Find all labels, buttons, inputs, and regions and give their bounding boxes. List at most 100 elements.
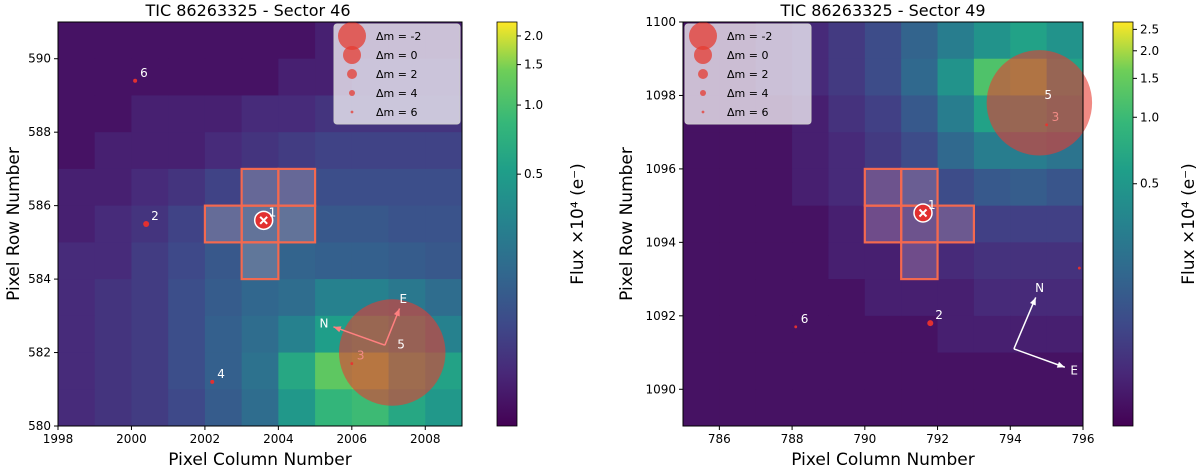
target-cross — [259, 216, 268, 225]
aperture-mask — [863, 167, 976, 281]
compass-label: E — [399, 292, 407, 306]
heatmap-cell — [388, 242, 426, 280]
heatmap-cell — [1010, 315, 1048, 354]
legend-entry-label: Δm = 6 — [376, 106, 417, 119]
heatmap-cell — [425, 279, 463, 317]
heatmap-cell — [1010, 168, 1048, 207]
legend-marker — [701, 110, 705, 114]
heatmap-cell — [755, 242, 793, 280]
heatmap-cell — [937, 132, 975, 170]
heatmap-cell — [58, 168, 96, 207]
legend-entry-label: Δm = 0 — [376, 49, 417, 62]
heatmap-cell — [131, 22, 169, 60]
heatmap-cell — [792, 132, 829, 170]
heatmap-cell — [937, 242, 975, 280]
x-axis-label: Pixel Column Number — [168, 450, 352, 470]
heatmap-cell — [755, 132, 793, 170]
colorbar-label: Flux ×10⁴ (e⁻) — [568, 163, 588, 285]
heatmap-cell — [204, 389, 243, 427]
heatmap-cell — [864, 58, 902, 96]
legend-marker — [698, 69, 708, 79]
colorbar-tick-label: 0.5 — [524, 167, 543, 181]
compass-arrowhead — [333, 326, 342, 333]
heatmap-cell — [901, 22, 939, 60]
heatmap-cell — [131, 389, 169, 427]
heatmap-cell — [94, 168, 132, 207]
heatmap-cell — [315, 389, 353, 427]
heatmap-cell — [864, 132, 902, 170]
heatmap-cell — [241, 95, 279, 133]
heatmap-cell — [901, 352, 939, 390]
heatmap-cell — [755, 279, 793, 317]
heatmap-cell — [241, 168, 279, 207]
y-tick-label: 1098 — [645, 88, 676, 102]
heatmap-cell — [973, 279, 1011, 317]
colorbar-ticks: 0.5 1.0 1.5 2.0 — [517, 29, 543, 181]
compass-arrow — [1013, 297, 1037, 350]
x-tick-label: 2008 — [410, 432, 441, 446]
heatmap-cell — [864, 352, 902, 390]
heatmap-cell — [278, 242, 316, 280]
heatmap-cell — [94, 58, 132, 96]
heatmap-cell — [278, 95, 316, 133]
legend-marker — [694, 46, 712, 64]
heatmap-cell — [131, 242, 169, 280]
y-tick-label: 580 — [28, 419, 51, 433]
aperture-pixel — [863, 204, 903, 244]
heatmap-cell — [828, 279, 866, 317]
heatmap-cell — [131, 168, 169, 207]
heatmap-cell — [719, 205, 757, 243]
legend-entry-label: Δm = 2 — [727, 68, 768, 81]
heatmap-cell — [351, 242, 390, 280]
heatmap-cell — [58, 58, 96, 96]
heatmap-cell — [58, 389, 96, 427]
heatmap-cell — [683, 352, 720, 390]
colorbar-ticks: 0.5 1.0 1.5 2.0 2.5 — [1133, 22, 1159, 191]
heatmap-cell — [315, 242, 353, 280]
heatmap-cell — [58, 95, 96, 133]
aperture-pixel — [277, 167, 317, 207]
heatmap-cell — [1010, 279, 1048, 317]
heatmap-cell — [937, 95, 975, 133]
colorbar-tick-label: 1.0 — [524, 98, 543, 112]
colorbar-tick-label: 2.5 — [1140, 22, 1159, 36]
heatmap-cell — [168, 279, 206, 317]
star-label: 4 — [1084, 253, 1092, 267]
x-tick-label: 1998 — [43, 432, 74, 446]
star-marker — [133, 78, 138, 83]
heatmap-cell — [241, 352, 279, 390]
colorbar — [496, 21, 518, 427]
heatmap-cell — [792, 315, 829, 354]
heatmap-cell — [241, 242, 279, 280]
legend-box — [684, 23, 812, 125]
heatmap-cell — [168, 205, 206, 243]
heatmap-cell — [828, 315, 866, 354]
y-tick-label: 1094 — [645, 235, 676, 249]
heatmap-cell — [901, 389, 939, 427]
aperture-pixel — [240, 167, 280, 207]
y-tick-label: 588 — [28, 125, 51, 139]
heatmap-cell — [131, 279, 169, 317]
heatmap-cell — [278, 168, 316, 207]
heatmap-cell — [351, 168, 390, 207]
heatmap-cell — [241, 58, 279, 96]
heatmap-cell — [828, 22, 866, 60]
aperture-pixel — [277, 204, 317, 244]
colorbar-tick-label: 0.5 — [1140, 177, 1159, 191]
heatmap-cell — [683, 389, 720, 427]
heatmap-cell — [719, 168, 757, 207]
heatmap-cell — [94, 95, 132, 133]
heatmap-cell — [131, 132, 169, 170]
heatmap-cell — [792, 352, 829, 390]
heatmap-cell — [973, 315, 1011, 354]
panel-sector-46: TIC 86263325 - Sector 46 123456 NE Δm = … — [4, 1, 588, 470]
heatmap-cell — [1046, 205, 1084, 243]
heatmap-cell — [973, 168, 1011, 207]
heatmap-cell — [388, 205, 426, 243]
heatmap-cell — [131, 95, 169, 133]
star-label: 1 — [928, 198, 936, 212]
heatmap-cell — [683, 242, 720, 280]
y-axis-ticks: 1090 1092 1094 1096 1098 1100 — [645, 15, 683, 396]
heatmap-cell — [241, 22, 279, 60]
